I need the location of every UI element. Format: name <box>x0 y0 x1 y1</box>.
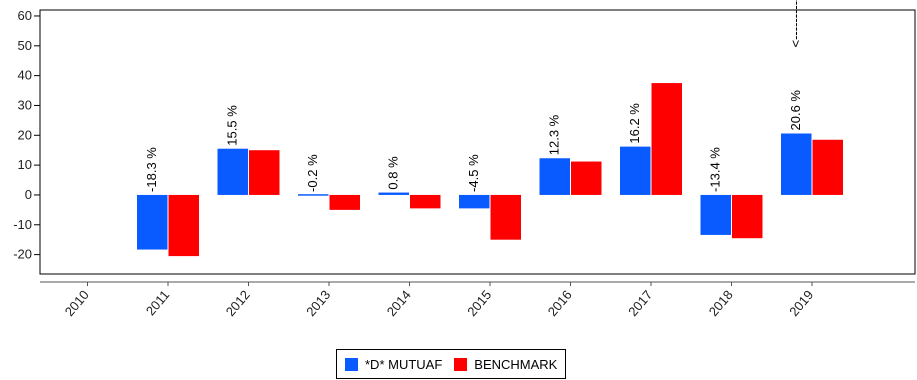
y-tick-label: 60 <box>18 8 32 23</box>
bars-group <box>137 83 843 257</box>
y-tick-label: 20 <box>18 127 32 142</box>
value-label-2014: 0.8 % <box>386 156 401 190</box>
x-tick-label-2011: 2011 <box>143 287 172 318</box>
x-tick-label-2018: 2018 <box>706 287 736 319</box>
x-tick-label-2017: 2017 <box>625 287 655 319</box>
benchmark-bar-2014 <box>410 194 441 209</box>
x-tick-label-2016: 2016 <box>545 287 575 319</box>
y-tick-label: 30 <box>18 97 32 112</box>
annotation-arrow: <---------- <box>788 0 803 47</box>
value-label-2012: 15.5 % <box>225 105 240 146</box>
value-label-2011: -18.3 % <box>144 147 159 192</box>
benchmark-bar-2018 <box>732 194 763 239</box>
y-tick-label: 0 <box>25 187 32 202</box>
fund-bar-2015 <box>459 194 490 209</box>
x-tick-label-2012: 2012 <box>223 287 253 319</box>
benchmark-bar-2019 <box>812 139 843 195</box>
legend-swatch-fund <box>345 357 358 371</box>
x-tick-label-2013: 2013 <box>303 287 333 319</box>
y-tick-label: 40 <box>18 68 32 83</box>
legend-item-fund: *D* MUTUAF <box>345 357 442 372</box>
legend-swatch-benchmark <box>454 357 468 371</box>
y-tick-label: -20 <box>13 247 32 262</box>
legend-item-benchmark: BENCHMARK <box>454 357 557 372</box>
y-axis: 60 50 40 30 20 10 0 -10 -20 <box>13 8 40 262</box>
fund-bar-2012 <box>217 148 248 195</box>
x-axis: 2010 2011 2012 2013 2014 2015 2016 2017 2018 2019 <box>62 282 816 319</box>
value-label-2017: 16.2 % <box>627 103 642 144</box>
legend-label-benchmark: BENCHMARK <box>474 356 558 372</box>
benchmark-bar-2013 <box>329 194 360 210</box>
x-tick-label-2014: 2014 <box>384 287 414 319</box>
y-tick-label: 50 <box>18 38 32 53</box>
benchmark-bar-2015 <box>490 194 521 240</box>
legend: *D* MUTUAF BENCHMARK <box>336 349 567 379</box>
annotation-arrow-text: <---------- <box>788 0 803 47</box>
fund-bar-2014 <box>378 192 409 195</box>
plot-frame <box>39 9 916 275</box>
benchmark-bar-2017 <box>651 83 682 195</box>
fund-bar-2013 <box>298 194 329 196</box>
benchmark-bar-2016 <box>571 161 602 195</box>
benchmark-bar-2011 <box>168 194 199 257</box>
legend-label-fund: *D* MUTUAF <box>365 356 443 372</box>
x-tick-label-2019: 2019 <box>786 287 816 319</box>
fund-bar-2017 <box>620 146 651 195</box>
benchmark-bar-2012 <box>249 150 280 195</box>
value-label-2016: 12.3 % <box>547 114 562 155</box>
fund-bar-2016 <box>539 158 570 195</box>
x-tick-label-2010: 2010 <box>62 287 92 319</box>
y-tick-label: -10 <box>13 217 32 232</box>
data-labels-group: -18.3 % 15.5 % -0.2 % 0.8 % -4.5 % 12.3 % 16.2… <box>144 90 803 192</box>
fund-bar-2019 <box>781 133 812 195</box>
value-label-2018: -13.4 % <box>708 147 723 192</box>
fund-bar-2011 <box>137 194 168 250</box>
y-tick-label: 10 <box>18 157 32 172</box>
value-label-2013: -0.2 % <box>305 154 320 192</box>
value-label-2019: 20.6 % <box>788 90 803 131</box>
fund-bar-2018 <box>700 194 731 235</box>
x-tick-label-2015: 2015 <box>464 287 494 319</box>
value-label-2015: -4.5 % <box>466 154 481 192</box>
